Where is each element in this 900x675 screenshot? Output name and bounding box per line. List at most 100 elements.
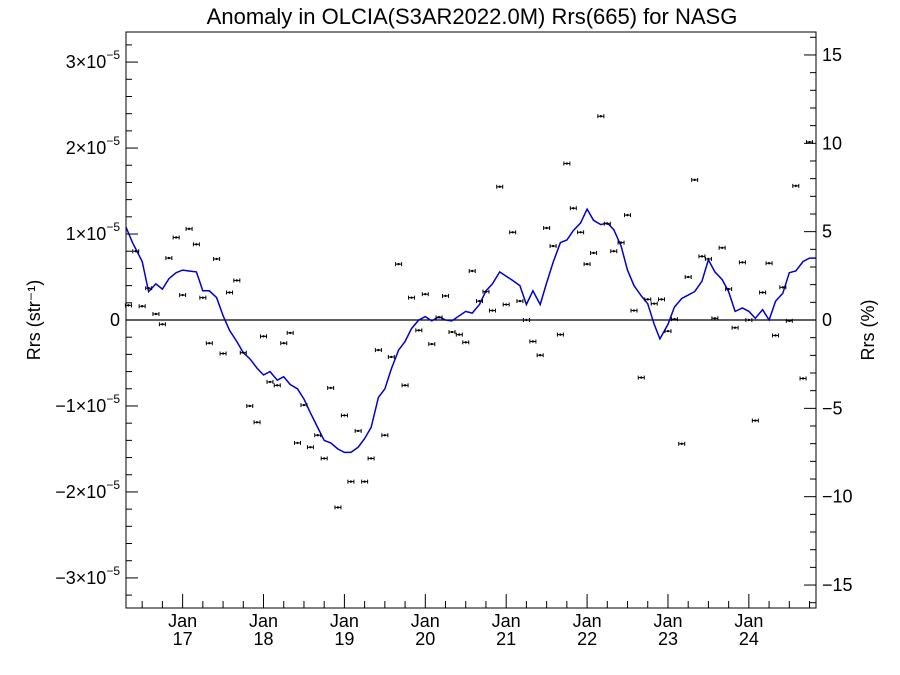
anomaly-point-dot — [774, 334, 777, 337]
anomaly-point-dot — [242, 351, 245, 354]
anomaly-point — [751, 418, 759, 423]
x-tick-month: Jan — [734, 611, 763, 631]
anomaly-point — [367, 456, 375, 461]
anomaly-point-dot — [720, 246, 724, 249]
anomaly-point-dot — [693, 178, 696, 182]
anomaly-point — [516, 299, 524, 304]
anomaly-point-dot — [707, 257, 710, 261]
anomaly-point-dot — [585, 262, 589, 266]
anomaly-point-dot — [444, 294, 447, 298]
anomaly-point — [529, 339, 537, 344]
anomaly-point-dot — [565, 162, 569, 165]
anomaly-point — [172, 235, 180, 240]
y-left-tick-exponent: −5 — [106, 478, 120, 492]
anomaly-point — [711, 316, 719, 321]
x-tick-month: Jan — [330, 611, 359, 631]
y-left-tick-label: 0 — [110, 310, 120, 330]
anomaly-point-dot — [660, 298, 663, 301]
anomaly-point — [799, 376, 807, 381]
anomaly-point-dot — [808, 140, 811, 144]
anomaly-point-dot — [195, 243, 198, 246]
anomaly-point-dot — [228, 291, 231, 294]
anomaly-point-dot — [713, 317, 717, 320]
y-axis-label-left-text: Rrs (str⁻¹) — [24, 280, 44, 360]
anomaly-point-dot — [289, 331, 292, 335]
anomaly-point — [442, 293, 450, 298]
anomaly-point-dot — [781, 286, 785, 289]
y-right-tick-label: 15 — [822, 45, 842, 65]
anomaly-point-dot — [377, 348, 380, 352]
anomaly-point-dot — [363, 480, 366, 483]
x-tick-month: Jan — [411, 611, 440, 631]
y-left-tick-mantissa: 0 — [110, 310, 120, 330]
anomaly-point-dot — [741, 261, 744, 264]
anomaly-point — [664, 329, 672, 334]
anomaly-point — [219, 351, 227, 356]
anomaly-point — [563, 161, 571, 166]
anomaly-point-dot — [221, 352, 225, 355]
anomaly-point-dot — [653, 302, 656, 305]
x-tick-year: 19 — [334, 629, 354, 649]
anomaly-point-dot — [801, 377, 805, 380]
anomaly-point — [448, 330, 456, 335]
anomaly-point-dot — [686, 275, 690, 279]
anomaly-point-dot — [167, 256, 171, 260]
y-left-tick-label: 3×10−5 — [66, 48, 121, 72]
anomaly-point-dot — [154, 312, 158, 316]
x-tick-year: 21 — [496, 629, 516, 649]
anomaly-point-dot — [329, 386, 332, 390]
anomaly-point — [138, 304, 146, 309]
anomaly-point — [374, 348, 382, 353]
anomaly-point — [213, 256, 221, 261]
anomaly-point — [415, 328, 423, 333]
anomaly-point — [536, 353, 544, 358]
y-left-tick-mantissa: 3 — [66, 52, 76, 72]
anomaly-point — [246, 403, 254, 408]
anomaly-point — [779, 285, 787, 290]
anomaly-point-dot — [484, 290, 488, 293]
anomaly-point — [381, 433, 389, 438]
anomaly-point-dot — [322, 457, 326, 460]
y-left-tick-times: ×10 — [76, 138, 107, 158]
anomaly-point — [670, 317, 678, 322]
anomaly-point — [482, 289, 490, 294]
anomaly-point-dot — [518, 299, 522, 303]
anomaly-point — [340, 413, 348, 418]
anomaly-point-dot — [592, 251, 595, 255]
anomaly-point — [185, 226, 193, 231]
chart-title: Anomaly in OLCIA(S3AR2022.0M) Rrs(665) f… — [207, 4, 738, 29]
anomaly-point-dot — [498, 185, 501, 188]
anomaly-point — [704, 256, 712, 261]
x-tick-year: 24 — [739, 629, 759, 649]
anomaly-point — [435, 315, 443, 320]
anomaly-point-dot — [174, 236, 178, 239]
anomaly-point-dot — [673, 317, 676, 321]
y-right-tick-label: 10 — [822, 133, 842, 153]
anomaly-point — [273, 383, 281, 388]
anomaly-point — [650, 301, 658, 306]
anomaly-point — [637, 375, 645, 380]
x-tick-year: 18 — [253, 629, 273, 649]
anomaly-point-dot — [794, 184, 797, 188]
x-tick-month: Jan — [492, 611, 521, 631]
anomaly-point — [718, 245, 726, 250]
y-left-tick-times: ×10 — [76, 224, 107, 244]
anomaly-point — [408, 295, 416, 300]
anomaly-point-dot — [478, 299, 481, 303]
anomaly-point — [509, 230, 517, 235]
anomaly-point — [772, 333, 780, 338]
y-axis-label-right-text: Rrs (%) — [858, 300, 878, 361]
anomaly-point — [387, 354, 395, 359]
anomaly-point-dot — [538, 354, 542, 357]
y-right-tick-label: −15 — [822, 575, 853, 595]
line-series-layer — [125, 207, 816, 454]
anomaly-point-dot — [302, 403, 306, 407]
anomaly-point — [792, 183, 800, 188]
anomaly-point — [597, 114, 605, 119]
anomaly-point-dot — [390, 355, 393, 359]
anomaly-point — [179, 293, 187, 298]
anomaly-point-dot — [296, 441, 299, 445]
anomaly-point-dot — [640, 376, 643, 379]
anomaly-point-dot — [140, 305, 144, 308]
